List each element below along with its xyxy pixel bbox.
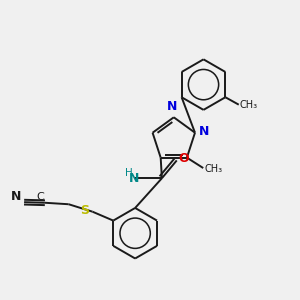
Text: N: N [199, 125, 209, 138]
Text: N: N [167, 100, 178, 113]
Text: N: N [129, 172, 140, 185]
Text: H: H [125, 168, 133, 178]
Text: O: O [178, 152, 189, 165]
Text: C: C [37, 192, 44, 203]
Text: CH₃: CH₃ [205, 164, 223, 174]
Text: N: N [11, 190, 22, 203]
Text: CH₃: CH₃ [240, 100, 258, 110]
Text: S: S [80, 204, 89, 217]
